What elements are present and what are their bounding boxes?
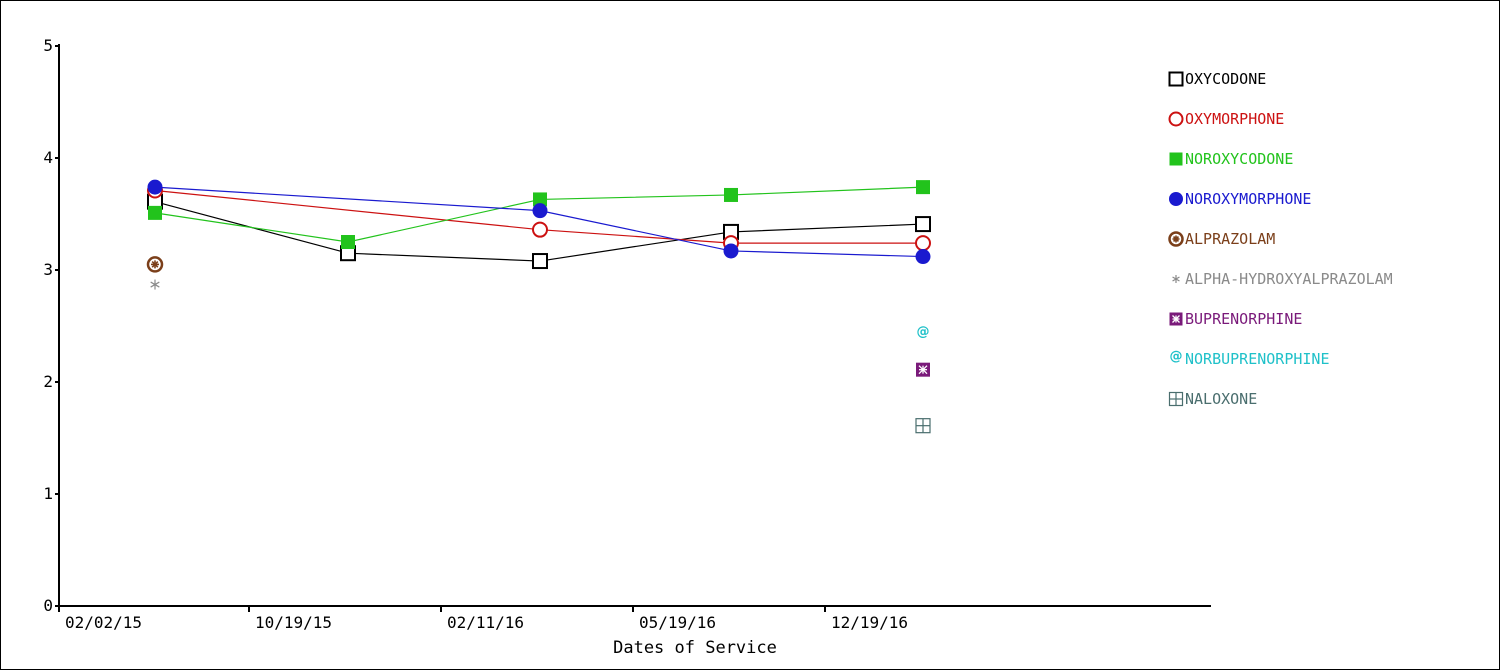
- legend-symbol-naloxone: [1168, 391, 1184, 407]
- data-point-oxymorphone: [532, 221, 548, 238]
- legend-symbol-oxycodone: [1168, 71, 1184, 87]
- data-point-oxycodone: [915, 216, 931, 233]
- series-naloxone: [915, 418, 931, 434]
- data-point-noroxycodone: [916, 180, 930, 195]
- data-point-noroxymorphone: [532, 203, 548, 219]
- legend-symbol-buprenorphine: [1169, 312, 1183, 326]
- legend-item-noroxymorphone: NOROXYMORPHONE: [1169, 190, 1311, 208]
- y-tick-label: 4: [43, 148, 53, 167]
- series-alprazolam: [146, 256, 164, 273]
- data-point-alprazolam: [146, 256, 164, 273]
- legend-symbol-alpha-hydroxyalprazolam: [1172, 275, 1180, 283]
- data-point-noroxycodone: [724, 187, 738, 202]
- data-point-noroxycodone: [148, 205, 162, 220]
- legend-label: NALOXONE: [1185, 390, 1257, 408]
- legend-item-naloxone: NALOXONE: [1168, 390, 1257, 408]
- legend-label: ALPRAZOLAM: [1185, 230, 1275, 248]
- y-tick-label: 2: [43, 372, 53, 391]
- axes: 0 1 2 3 4 5 02/02/15 10/19/15 02/11/16 05/19/16 12…: [43, 36, 1211, 632]
- series-norbuprenorphine: @: [917, 325, 930, 340]
- legend-symbol-norbuprenorphine: @: [1170, 349, 1183, 364]
- series-noroxycodone: [148, 180, 930, 249]
- series-alpha-hydroxyalprazolam: [150, 279, 160, 290]
- legend-label: OXYCODONE: [1185, 70, 1266, 88]
- data-point-noroxymorphone: [723, 243, 739, 259]
- legend-label: BUPRENORPHINE: [1185, 310, 1302, 328]
- data-point-noroxycodone: [533, 192, 547, 207]
- legend-symbol-alprazolam: [1168, 231, 1184, 247]
- data-point-naloxone: [915, 418, 931, 434]
- series-noroxymorphone: [147, 179, 931, 265]
- legend-item-noroxycodone: NOROXYCODONE: [1169, 150, 1293, 168]
- legend-label: NOROXYMORPHONE: [1185, 190, 1311, 208]
- data-point-noroxycodone: [341, 235, 355, 249]
- legend-label: OXYMORPHONE: [1185, 110, 1284, 128]
- svg-text:@: @: [917, 325, 930, 340]
- svg-text:@: @: [1170, 349, 1183, 364]
- y-tick-label: 5: [43, 36, 53, 55]
- data-point-noroxymorphone: [147, 179, 163, 195]
- data-point-buprenorphine: [916, 362, 930, 377]
- legend-symbol-noroxycodone: [1169, 152, 1183, 166]
- legend-item-alpha-hydroxyalprazolam: ALPHA-HYDROXYALPRAZOLAM: [1172, 270, 1393, 288]
- series-line-noroxymorphone: [154, 186, 924, 258]
- y-tick-label: 1: [43, 484, 53, 503]
- data-point-alpha-hydroxyalprazolam: [150, 279, 160, 290]
- y-tick-label: 3: [43, 260, 53, 279]
- x-tick-label: 12/19/16: [831, 613, 908, 632]
- legend-item-norbuprenorphine: @ NORBUPRENORPHINE: [1170, 349, 1330, 368]
- legend-item-oxycodone: OXYCODONE: [1168, 70, 1266, 88]
- legend: OXYCODONE OXYMORPHONE NOROXYCODONE NOROXYMO…: [1168, 70, 1393, 408]
- x-axis-title: Dates of Service: [613, 638, 777, 657]
- legend-item-oxymorphone: OXYMORPHONE: [1168, 110, 1284, 128]
- series-oxycodone: [147, 193, 931, 270]
- legend-symbol-noroxymorphone: [1169, 192, 1183, 206]
- legend-label: NORBUPRENORPHINE: [1185, 350, 1330, 368]
- data-point-noroxymorphone: [915, 249, 931, 265]
- x-tick-label: 10/19/15: [255, 613, 332, 632]
- data-point-norbuprenorphine: @: [917, 325, 930, 340]
- x-tick-label: 02/02/15: [65, 613, 142, 632]
- legend-item-buprenorphine: BUPRENORPHINE: [1169, 310, 1302, 328]
- legend-symbol-oxymorphone: [1168, 111, 1184, 127]
- y-tick-label: 0: [43, 596, 53, 615]
- series-buprenorphine: [916, 362, 930, 377]
- legend-label: NOROXYCODONE: [1185, 150, 1293, 168]
- series-line-oxymorphone: [154, 189, 923, 244]
- x-tick-label: 02/11/16: [447, 613, 524, 632]
- data-point-oxycodone: [532, 253, 548, 270]
- data-point-oxymorphone: [915, 235, 931, 252]
- legend-item-alprazolam: ALPRAZOLAM: [1168, 230, 1275, 248]
- series-layer: @: [146, 179, 931, 434]
- legend-label: ALPHA-HYDROXYALPRAZOLAM: [1185, 270, 1393, 288]
- x-tick-label: 05/19/16: [639, 613, 716, 632]
